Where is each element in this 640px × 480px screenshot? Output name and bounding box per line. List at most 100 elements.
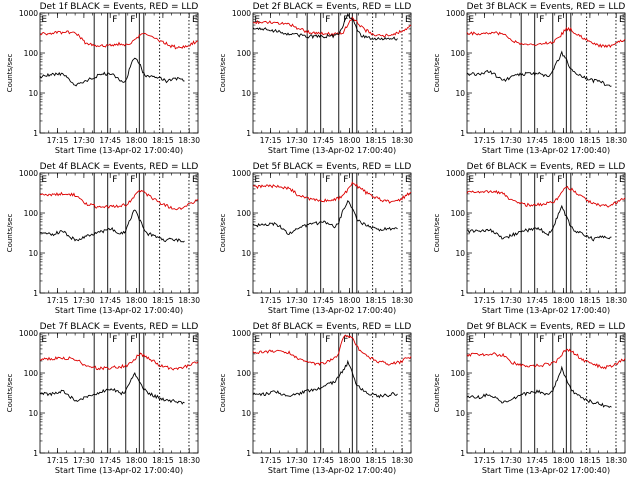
x-tick-label: 18:15 <box>152 296 174 305</box>
events-series-line <box>39 371 185 405</box>
y-tick-label: 100 <box>237 209 252 218</box>
x-tick-label: 18:30 <box>178 456 200 465</box>
lld-series-line <box>39 30 199 50</box>
y-tick-label: 1000 <box>446 9 465 18</box>
y-tick-label: 1 <box>460 449 465 458</box>
plot-frame <box>39 172 199 294</box>
x-axis-label: Start Time (13-Apr-02 17:00:40) <box>481 146 609 155</box>
y-tick-label: 100 <box>450 209 465 218</box>
x-tick-label: 17:15 <box>47 296 69 305</box>
x-tick-label: 17:30 <box>73 296 95 305</box>
y-axis-label: Counts/sec <box>433 54 441 93</box>
y-tick-label: 10 <box>28 89 38 98</box>
x-tick-label: 18:00 <box>339 456 361 465</box>
x-tick-label: 18:15 <box>579 136 601 145</box>
x-tick-label: 18:15 <box>579 456 601 465</box>
y-tick-label: 100 <box>237 49 252 58</box>
flag-label: E <box>255 15 261 25</box>
y-tick-label: 1 <box>460 129 465 138</box>
y-tick-label: 100 <box>450 49 465 58</box>
flag-label: F <box>112 335 117 345</box>
y-tick-label: 1 <box>33 129 38 138</box>
flag-label: F <box>112 15 117 25</box>
x-tick-label: 17:15 <box>260 456 282 465</box>
panel-svg: Det 2f BLACK = Events, RED = LLD 1 10 100 10… <box>219 2 414 155</box>
y-tick-label: 1000 <box>19 169 38 178</box>
x-tick-label: 18:15 <box>365 296 387 305</box>
x-tick-label: 18:30 <box>392 136 414 145</box>
x-tick-label: 18:00 <box>552 136 574 145</box>
flag-label: F <box>130 15 135 25</box>
flag-label: F <box>326 175 331 185</box>
panel-svg: Det 6f BLACK = Events, RED = LLD 1 10 100 10… <box>433 162 627 315</box>
flag-label: F <box>326 335 331 345</box>
y-tick-label: 100 <box>24 369 39 378</box>
y-tick-label: 10 <box>242 89 252 98</box>
flag-label: E <box>468 15 474 25</box>
panel-title: Det 8f BLACK = Events, RED = LLD <box>253 322 412 332</box>
y-tick-label: 1000 <box>19 329 38 338</box>
x-tick-label: 18:30 <box>605 296 627 305</box>
flag-label: E <box>192 15 198 25</box>
plot-frame <box>466 332 625 454</box>
panel-svg: Det 3f BLACK = Events, RED = LLD 1 10 100 10… <box>433 2 627 155</box>
y-axis-label: Counts/sec <box>433 374 441 413</box>
y-tick-label: 10 <box>242 249 252 258</box>
flag-label: E <box>41 335 47 345</box>
flag-label: E <box>255 335 261 345</box>
detector-panel: Det 7f BLACK = Events, RED = LLD 1 10 100 10… <box>0 320 213 480</box>
y-axis-label: Counts/sec <box>219 54 227 93</box>
y-axis-label: Counts/sec <box>219 214 227 253</box>
flag-label: E <box>405 175 411 185</box>
flag-label: F <box>557 15 562 25</box>
x-tick-label: 17:30 <box>500 136 522 145</box>
x-tick-label: 18:15 <box>579 296 601 305</box>
x-tick-label: 18:00 <box>126 136 148 145</box>
panel-svg: Det 9f BLACK = Events, RED = LLD 1 10 100 10… <box>433 322 627 475</box>
x-tick-label: 18:30 <box>178 136 200 145</box>
events-series-line <box>39 209 185 243</box>
x-tick-label: 17:15 <box>473 136 495 145</box>
panel-title: Det 9f BLACK = Events, RED = LLD <box>466 322 625 332</box>
detector-panel: Det 1f BLACK = Events, RED = LLD 1 10 100 10… <box>0 0 213 160</box>
x-tick-label: 18:15 <box>365 456 387 465</box>
x-axis-label: Start Time (13-Apr-02 17:00:40) <box>268 146 396 155</box>
y-tick-label: 1 <box>247 449 252 458</box>
x-tick-label: 17:15 <box>473 296 495 305</box>
detector-panel: Det 5f BLACK = Events, RED = LLD 1 10 100 10… <box>213 160 426 320</box>
x-tick-label: 17:30 <box>286 296 308 305</box>
panel-svg: Det 7f BLACK = Events, RED = LLD 1 10 100 10… <box>6 322 200 475</box>
flag-label: E <box>619 175 625 185</box>
flag-label: E <box>41 15 47 25</box>
x-tick-label: 18:00 <box>339 296 361 305</box>
x-tick-label: 18:30 <box>392 456 414 465</box>
x-tick-label: 17:15 <box>47 136 69 145</box>
x-tick-label: 17:45 <box>313 456 335 465</box>
x-tick-label: 18:00 <box>126 296 148 305</box>
y-tick-label: 10 <box>28 409 38 418</box>
lld-series-line <box>39 189 199 211</box>
x-tick-label: 18:15 <box>365 136 387 145</box>
x-tick-label: 18:00 <box>126 456 148 465</box>
y-axis-label: Counts/sec <box>433 214 441 253</box>
flag-label: F <box>539 175 544 185</box>
y-tick-label: 1000 <box>19 9 38 18</box>
detector-panel: Det 4f BLACK = Events, RED = LLD 1 10 100 10… <box>0 160 213 320</box>
x-tick-label: 17:30 <box>500 296 522 305</box>
x-tick-label: 18:30 <box>178 296 200 305</box>
flag-label: E <box>405 15 411 25</box>
x-axis-label: Start Time (13-Apr-02 17:00:40) <box>55 146 183 155</box>
x-tick-label: 18:00 <box>552 296 574 305</box>
x-tick-label: 18:00 <box>339 136 361 145</box>
x-tick-label: 17:15 <box>47 456 69 465</box>
lld-series-line <box>253 181 412 204</box>
x-tick-label: 17:30 <box>73 456 95 465</box>
x-tick-label: 18:30 <box>605 456 627 465</box>
lld-series-line <box>466 26 625 49</box>
detector-panel: Det 6f BLACK = Events, RED = LLD 1 10 100 10… <box>427 160 640 320</box>
events-series-line <box>252 200 399 235</box>
panel-title: Det 4f BLACK = Events, RED = LLD <box>40 162 199 172</box>
y-axis-label: Counts/sec <box>6 374 14 413</box>
y-tick-label: 100 <box>24 49 39 58</box>
